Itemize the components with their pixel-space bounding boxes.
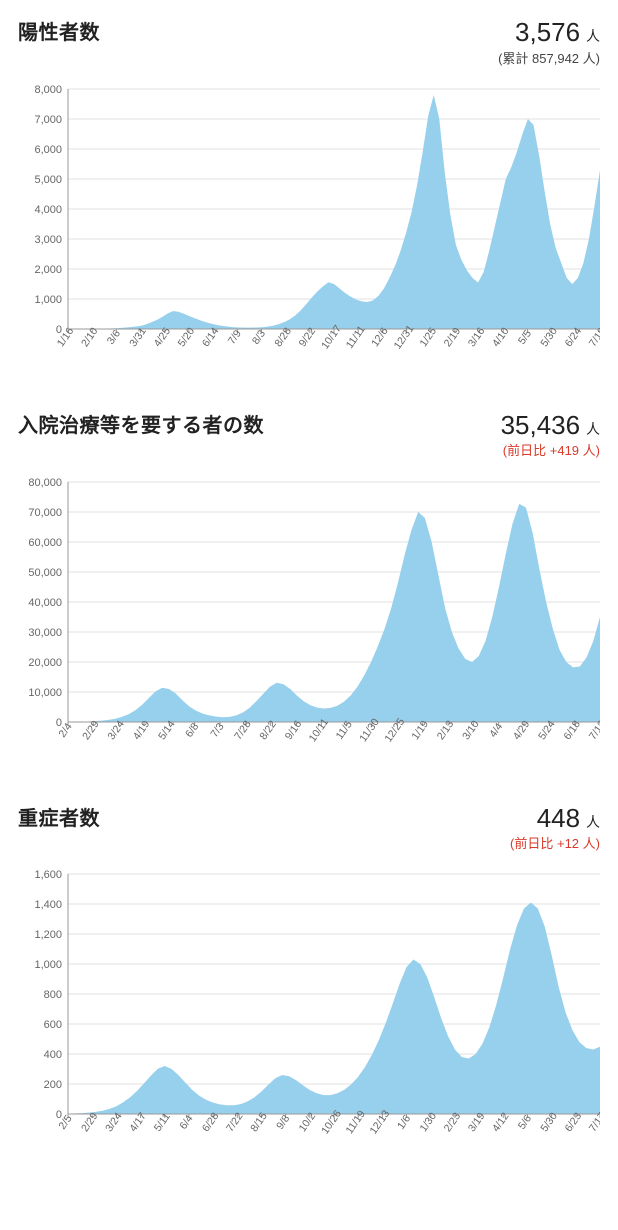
svg-text:5/5: 5/5 <box>516 327 534 346</box>
svg-text:80,000: 80,000 <box>28 477 62 489</box>
svg-text:4,000: 4,000 <box>34 204 62 216</box>
chart-svg: 010,00020,00030,00040,00050,00060,00070,… <box>18 474 600 774</box>
svg-text:1,600: 1,600 <box>34 869 62 881</box>
panel-value-block: 448 人(前日比 +12 人) <box>510 802 600 853</box>
svg-text:1/6: 1/6 <box>395 1113 413 1132</box>
panel-sub: (前日比 +12 人) <box>510 836 600 852</box>
panel-title: 重症者数 <box>18 802 100 831</box>
svg-text:6/8: 6/8 <box>183 720 201 739</box>
svg-text:800: 800 <box>44 989 62 1001</box>
svg-text:2,000: 2,000 <box>34 264 62 276</box>
svg-text:1,400: 1,400 <box>34 899 62 911</box>
area-series <box>68 95 600 329</box>
panel-title: 入院治療等を要する者の数 <box>18 409 264 438</box>
panel-header: 重症者数448 人(前日比 +12 人) <box>18 802 600 853</box>
panel-severe: 重症者数448 人(前日比 +12 人)02004006008001,0001,… <box>18 802 600 1167</box>
svg-text:7/9: 7/9 <box>226 327 244 346</box>
svg-text:9/8: 9/8 <box>274 1113 292 1132</box>
svg-text:7/3: 7/3 <box>208 720 226 739</box>
panel-positives: 陽性者数3,576 人(累計 857,942 人)01,0002,0003,00… <box>18 16 600 381</box>
panel-value: 3,576 <box>515 17 580 47</box>
svg-text:6,000: 6,000 <box>34 144 62 156</box>
panel-value-line: 448 人 <box>510 802 600 835</box>
svg-text:6/4: 6/4 <box>177 1113 195 1132</box>
panel-header: 陽性者数 3,576 人 (累計 857,942 人) <box>18 16 600 67</box>
chart-svg: 02004006008001,0001,2001,4001,6002/52/29… <box>18 866 600 1166</box>
panel-sub: (前日比 +419 人) <box>501 443 600 459</box>
panel-header: 入院治療等を要する者の数35,436 人(前日比 +419 人) <box>18 409 600 460</box>
svg-text:7,000: 7,000 <box>34 114 62 126</box>
panel-value-unit: 人 <box>582 28 600 44</box>
svg-text:600: 600 <box>44 1019 62 1031</box>
svg-text:3,000: 3,000 <box>34 234 62 246</box>
svg-text:8,000: 8,000 <box>34 84 62 96</box>
panel-value: 448 <box>537 803 580 833</box>
svg-text:60,000: 60,000 <box>28 537 62 549</box>
svg-text:50,000: 50,000 <box>28 567 62 579</box>
chart-positives: 01,0002,0003,0004,0005,0006,0007,0008,00… <box>18 81 600 381</box>
svg-text:1,200: 1,200 <box>34 929 62 941</box>
svg-text:20,000: 20,000 <box>28 657 62 669</box>
svg-text:200: 200 <box>44 1079 62 1091</box>
svg-text:4/4: 4/4 <box>487 720 505 739</box>
panel-value-block: 35,436 人(前日比 +419 人) <box>501 409 600 460</box>
area-series <box>68 503 600 721</box>
svg-text:5,000: 5,000 <box>34 174 62 186</box>
svg-text:40,000: 40,000 <box>28 597 62 609</box>
svg-text:1,000: 1,000 <box>34 294 62 306</box>
chart-svg: 01,0002,0003,0004,0005,0006,0007,0008,00… <box>18 81 600 381</box>
panel-sub: (累計 857,942 人) <box>498 51 600 67</box>
panel-value-line: 35,436 人 <box>501 409 600 442</box>
svg-text:1,000: 1,000 <box>34 959 62 971</box>
svg-text:30,000: 30,000 <box>28 627 62 639</box>
panel-title: 陽性者数 <box>18 16 100 45</box>
chart-hospitalized: 010,00020,00030,00040,00050,00060,00070,… <box>18 474 600 774</box>
svg-text:400: 400 <box>44 1049 62 1061</box>
svg-text:8/3: 8/3 <box>250 327 268 346</box>
svg-text:70,000: 70,000 <box>28 507 62 519</box>
panel-value: 35,436 <box>501 410 581 440</box>
panel-value-block: 3,576 人 (累計 857,942 人) <box>498 16 600 67</box>
panel-value-unit: 人 <box>582 421 600 437</box>
chart-severe: 02004006008001,0001,2001,4001,6002/52/29… <box>18 866 600 1166</box>
panel-value-unit: 人 <box>582 814 600 830</box>
panel-hospitalized: 入院治療等を要する者の数35,436 人(前日比 +419 人)010,0002… <box>18 409 600 774</box>
svg-text:3/6: 3/6 <box>105 327 123 346</box>
panel-value-line: 3,576 人 <box>498 16 600 49</box>
svg-text:10,000: 10,000 <box>28 687 62 699</box>
svg-text:5/6: 5/6 <box>516 1113 534 1132</box>
